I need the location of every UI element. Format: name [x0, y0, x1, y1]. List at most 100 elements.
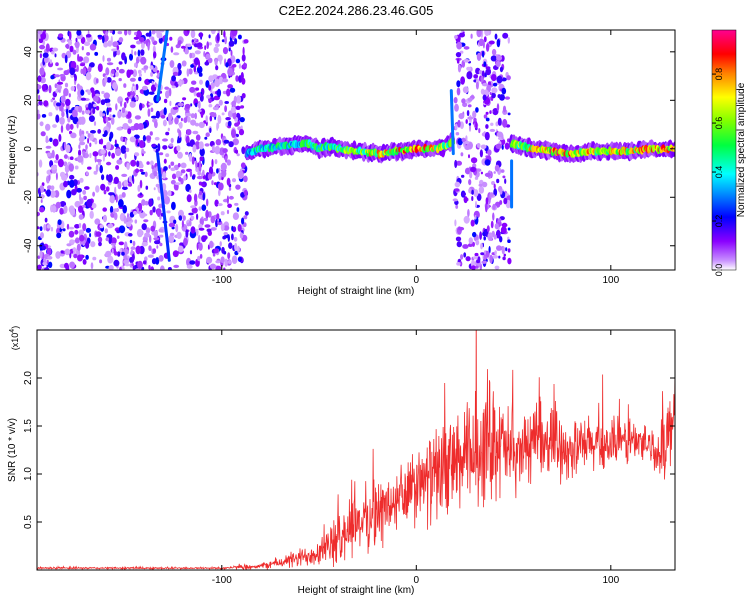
noise-cell	[233, 236, 238, 242]
noise-cell	[190, 215, 195, 220]
noise-cell	[113, 208, 119, 212]
noise-cell	[118, 241, 125, 246]
noise-cell	[100, 183, 106, 191]
noise-cell	[187, 116, 191, 123]
noise-cell	[229, 87, 236, 93]
noise-cell	[92, 191, 95, 197]
noise-cell	[89, 62, 95, 68]
noise-cell	[155, 110, 160, 119]
y-tick-label: 20	[23, 94, 34, 106]
noise-cell	[479, 149, 483, 158]
noise-cell	[177, 151, 183, 159]
noise-cell	[85, 130, 89, 134]
noise-cell	[482, 82, 488, 87]
noise-cell	[100, 99, 106, 106]
noise-cell	[196, 42, 203, 48]
noise-cell	[112, 211, 116, 214]
noise-cell	[46, 152, 52, 157]
noise-cell	[104, 130, 108, 137]
noise-cell	[40, 199, 43, 204]
noise-cell	[99, 224, 104, 229]
noise-cell	[243, 215, 248, 220]
noise-cell	[210, 215, 216, 224]
noise-cell	[136, 228, 143, 238]
noise-cell	[208, 34, 211, 39]
noise-cell	[177, 245, 184, 253]
noise-cell	[184, 112, 192, 117]
noise-cell	[468, 237, 473, 245]
noise-cell	[169, 100, 172, 107]
noise-cell	[50, 185, 55, 191]
noise-cell	[98, 241, 102, 247]
noise-cell	[79, 141, 86, 146]
noise-cell	[463, 252, 467, 258]
noise-cell	[153, 230, 159, 238]
noise-cell	[488, 40, 495, 45]
noise-cell	[137, 123, 144, 130]
noise-cell	[113, 176, 120, 184]
noise-cell	[52, 124, 57, 128]
noise-cell	[41, 84, 47, 92]
noise-cell	[145, 135, 152, 142]
noise-cell	[222, 235, 227, 240]
noise-cell	[231, 233, 234, 241]
noise-cell	[207, 173, 213, 180]
noise-cell	[482, 94, 487, 101]
noise-cell	[189, 52, 193, 59]
noise-cell	[78, 105, 83, 113]
noise-cell	[127, 91, 131, 97]
noise-cell	[132, 240, 136, 247]
noise-cell	[69, 156, 74, 160]
colorbar-gradient	[711, 29, 737, 271]
noise-cell	[471, 189, 474, 195]
noise-cell	[121, 192, 126, 198]
noise-cell	[222, 47, 229, 55]
noise-cell	[38, 100, 43, 106]
noise-cell	[456, 241, 462, 248]
noise-cell	[201, 183, 205, 187]
noise-cell	[39, 53, 43, 59]
noise-cell	[55, 251, 61, 259]
noise-cell	[456, 58, 460, 64]
noise-cell	[234, 122, 240, 127]
noise-cell	[221, 246, 225, 254]
noise-cell	[500, 169, 505, 173]
noise-cell	[221, 170, 227, 178]
noise-cell	[205, 80, 210, 88]
noise-cell	[237, 256, 242, 263]
noise-cell	[461, 137, 466, 143]
noise-cell	[89, 233, 92, 238]
noise-cell	[214, 78, 221, 88]
noise-cell	[234, 149, 238, 154]
noise-cell	[216, 168, 219, 174]
noise-cell	[180, 162, 187, 169]
noise-cell	[121, 251, 125, 256]
noise-cell	[195, 87, 200, 91]
noise-cell	[237, 245, 240, 254]
noise-cell	[458, 226, 465, 231]
noise-cell	[117, 110, 122, 119]
noise-cell	[76, 64, 79, 72]
noise-cell	[498, 255, 501, 259]
noise-cell	[108, 235, 112, 244]
noise-cell	[208, 211, 212, 218]
noise-cell	[208, 166, 214, 175]
noise-cell	[108, 192, 114, 196]
noise-cell	[478, 186, 485, 194]
noise-cell	[243, 63, 247, 68]
noise-cell	[102, 207, 107, 212]
noise-cell	[122, 186, 128, 191]
noise-cell	[209, 240, 214, 249]
noise-cell	[50, 226, 54, 232]
noise-cell	[226, 209, 230, 215]
noise-cell	[123, 83, 127, 88]
noise-cell	[485, 124, 489, 129]
noise-cell	[124, 138, 127, 146]
noise-cell	[454, 219, 457, 227]
colorbar: 0.0 0.2 0.4 0.6 0.8 Normalized spectral ampl…	[711, 29, 747, 276]
noise-cell	[187, 43, 192, 48]
noise-cell	[481, 50, 485, 58]
noise-cell	[470, 157, 478, 164]
noise-cell	[198, 59, 201, 69]
noise-cell	[63, 180, 68, 188]
